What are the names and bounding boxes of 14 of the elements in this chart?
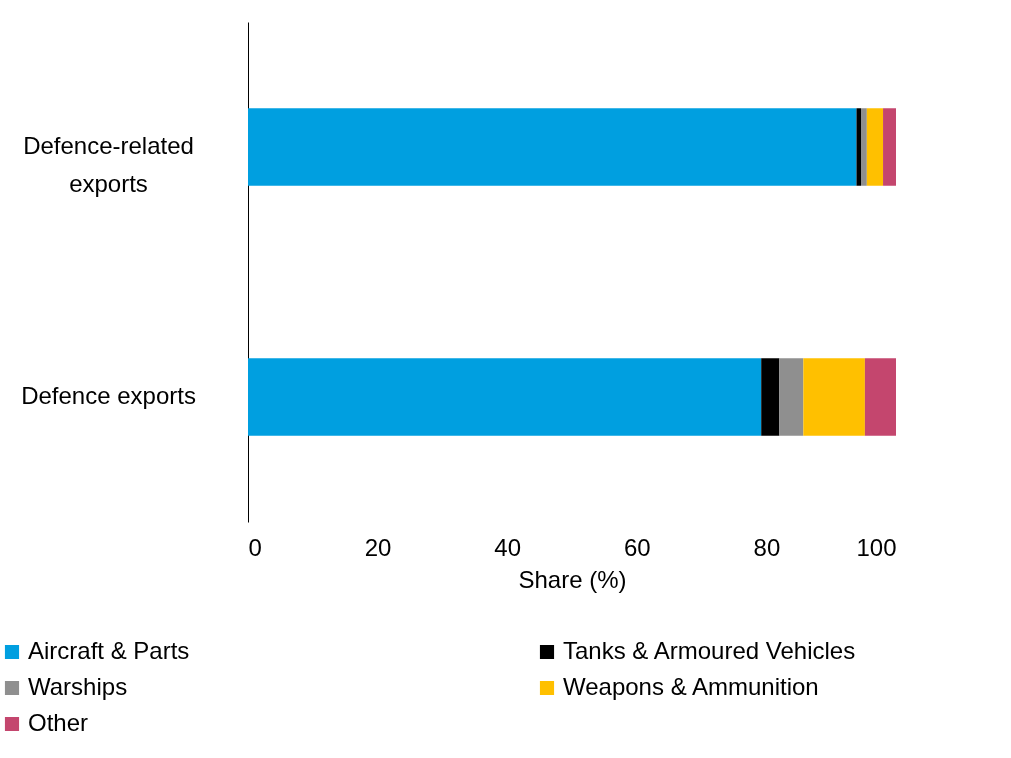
x-tick-label: 0 (248, 533, 262, 561)
x-tick-label: 20 (364, 533, 392, 561)
x-axis-title: Share (%) (518, 565, 627, 593)
x-tick-label: 60 (623, 533, 651, 561)
x-tick-label: 100 (856, 533, 897, 561)
legend-label: Aircraft & Parts (28, 637, 190, 664)
legend-label: Warships (28, 673, 128, 700)
x-tick-label: 40 (494, 533, 522, 561)
legend-label: Tanks & Armoured Vehicles (563, 637, 856, 664)
legend-label: Weapons & Ammunition (563, 673, 819, 700)
x-tick-label: 80 (753, 533, 781, 561)
legend-label: Other (28, 709, 89, 736)
y-tick-label: Defence exports (21, 382, 196, 409)
y-tick-label: Defence-related exports (23, 132, 194, 197)
